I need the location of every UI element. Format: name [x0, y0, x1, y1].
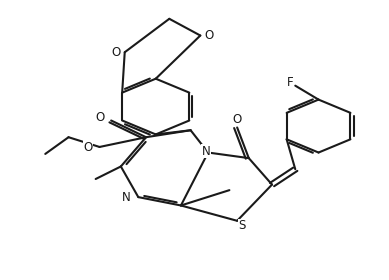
Text: O: O [233, 113, 242, 126]
Text: S: S [238, 219, 245, 232]
Text: F: F [287, 76, 293, 89]
Text: N: N [202, 145, 210, 158]
Text: O: O [112, 46, 121, 59]
Text: O: O [96, 111, 105, 124]
Text: O: O [83, 141, 93, 154]
Text: N: N [122, 191, 131, 204]
Text: O: O [204, 29, 214, 42]
